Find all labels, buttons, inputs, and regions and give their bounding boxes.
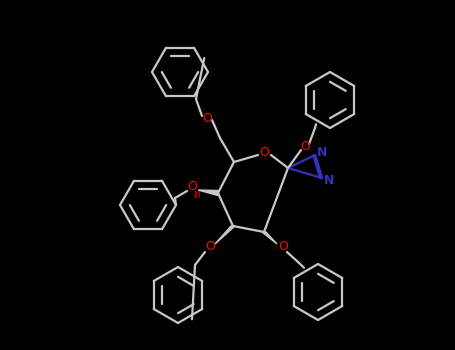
Text: O: O [259,147,269,160]
Text: N: N [324,174,334,187]
Text: O: O [205,240,215,253]
Text: III: III [193,190,201,199]
Text: O: O [278,240,288,253]
Polygon shape [215,226,235,244]
Polygon shape [262,232,277,244]
Text: O: O [202,112,212,125]
Polygon shape [198,190,218,196]
Text: O: O [187,180,197,193]
Text: O: O [300,140,310,154]
Text: N: N [317,147,327,160]
